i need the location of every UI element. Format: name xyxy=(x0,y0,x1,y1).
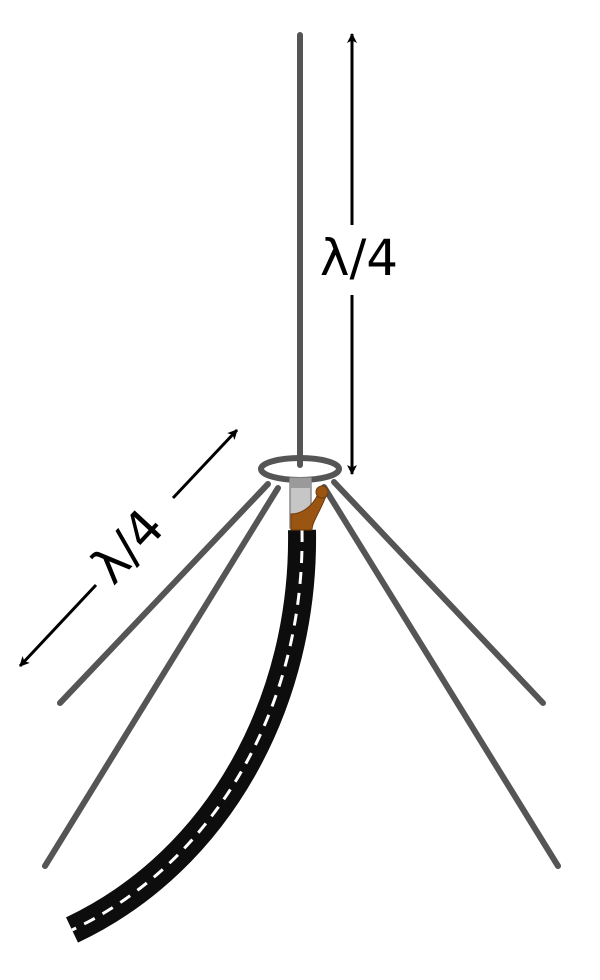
diagonal-arrow-lower xyxy=(18,583,98,668)
diagonal-arrow-upper xyxy=(171,428,239,500)
diagonal-dimension-label: λ/4 xyxy=(80,498,176,595)
coax-jacket xyxy=(66,529,317,943)
vertical-dimension-label: λ/4 xyxy=(320,229,398,287)
coax-centerline xyxy=(71,529,304,932)
vertical-dimension: λ/4 xyxy=(320,33,398,475)
coax-cable xyxy=(66,529,317,943)
radial-front-left xyxy=(42,485,281,869)
radial-front-right xyxy=(321,484,561,869)
radial-back-left xyxy=(57,481,271,706)
braid-solder-point xyxy=(315,485,329,499)
feed-insulator-top xyxy=(290,478,311,488)
radial-back-right xyxy=(331,479,546,706)
ground-radials xyxy=(42,479,561,869)
